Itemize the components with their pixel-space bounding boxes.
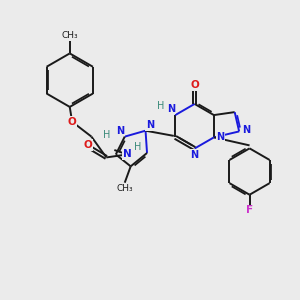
Text: N: N xyxy=(242,125,250,135)
Text: CH₃: CH₃ xyxy=(61,31,78,40)
Text: N: N xyxy=(167,103,175,113)
Text: N: N xyxy=(216,132,224,142)
Text: N: N xyxy=(123,149,131,160)
Text: H: H xyxy=(103,130,111,140)
Text: N: N xyxy=(146,120,154,130)
Text: O: O xyxy=(68,117,76,127)
Text: N: N xyxy=(190,150,199,160)
Text: N: N xyxy=(116,126,124,136)
Text: O: O xyxy=(190,80,199,90)
Text: O: O xyxy=(83,140,92,150)
Text: H: H xyxy=(134,142,141,152)
Text: H: H xyxy=(157,100,164,111)
Text: F: F xyxy=(246,206,253,215)
Text: CH₃: CH₃ xyxy=(116,184,133,193)
